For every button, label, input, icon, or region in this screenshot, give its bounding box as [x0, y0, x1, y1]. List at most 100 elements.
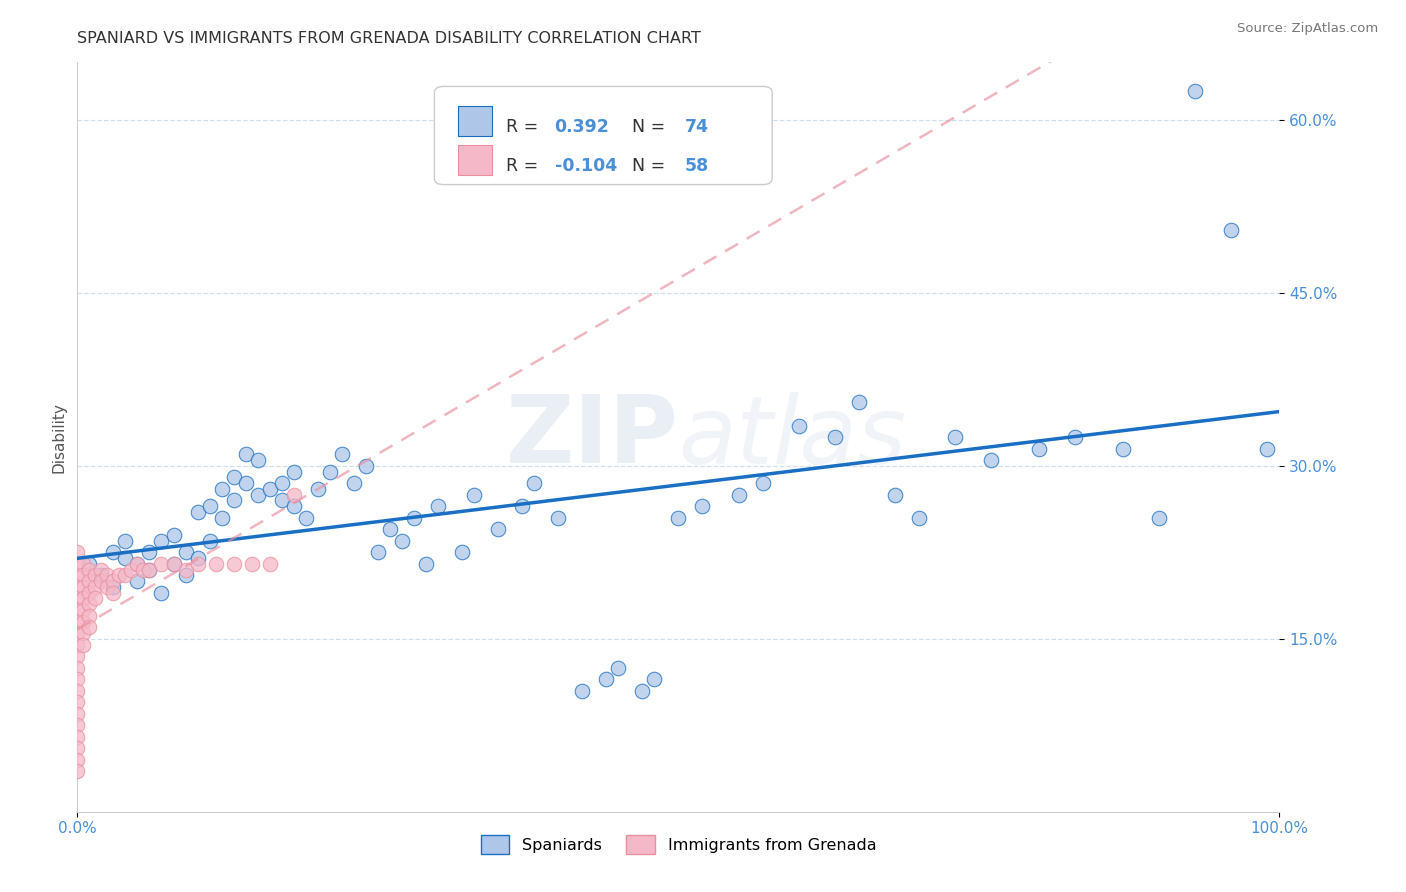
Point [72, 638, 94, 652]
Point [235, 447, 257, 461]
Point [787, 418, 810, 433]
Point [1220, 222, 1243, 236]
Point [222, 470, 245, 484]
Point [66, 683, 89, 698]
Point [66, 591, 89, 606]
Point [66, 753, 89, 767]
Point [174, 545, 197, 559]
Point [138, 563, 160, 577]
Point [486, 522, 509, 536]
Point [72, 591, 94, 606]
Point [84, 591, 107, 606]
FancyBboxPatch shape [434, 87, 772, 185]
Point [246, 488, 269, 502]
Point [378, 522, 401, 536]
Point [72, 626, 94, 640]
Point [66, 672, 89, 686]
Point [72, 603, 94, 617]
Point [174, 563, 197, 577]
Point [980, 453, 1002, 467]
Point [307, 482, 329, 496]
Point [79, 557, 101, 571]
Point [150, 557, 173, 571]
Point [427, 500, 450, 514]
Text: Source: ZipAtlas.com: Source: ZipAtlas.com [1237, 22, 1378, 36]
Point [246, 453, 269, 467]
Point [103, 545, 125, 559]
Text: -0.104: -0.104 [554, 157, 617, 175]
Point [79, 563, 101, 577]
Point [1149, 510, 1171, 524]
Point [114, 551, 136, 566]
Text: R =: R = [506, 157, 544, 175]
Point [114, 568, 136, 582]
Text: ZIP: ZIP [506, 391, 679, 483]
Point [222, 557, 245, 571]
Point [79, 574, 101, 589]
Point [84, 568, 107, 582]
Point [138, 563, 160, 577]
Point [79, 620, 101, 634]
Point [883, 488, 905, 502]
Point [114, 533, 136, 548]
Point [908, 510, 931, 524]
Point [595, 672, 617, 686]
Point [138, 545, 160, 559]
Point [66, 741, 89, 756]
Point [66, 660, 89, 674]
Point [127, 557, 149, 571]
Point [204, 557, 226, 571]
Point [186, 557, 209, 571]
FancyBboxPatch shape [458, 106, 492, 136]
Point [66, 545, 89, 559]
Point [103, 580, 125, 594]
Point [198, 500, 221, 514]
Point [186, 505, 209, 519]
Text: 58: 58 [685, 157, 709, 175]
Point [283, 465, 305, 479]
Point [668, 510, 690, 524]
Point [283, 488, 305, 502]
Point [354, 458, 377, 473]
Point [235, 476, 257, 491]
Point [1256, 442, 1278, 456]
Point [127, 557, 149, 571]
Point [294, 510, 316, 524]
Point [66, 557, 89, 571]
Point [631, 683, 654, 698]
Point [211, 482, 233, 496]
Point [848, 395, 870, 409]
Point [824, 430, 846, 444]
Point [66, 695, 89, 709]
Point [330, 447, 353, 461]
Point [643, 672, 665, 686]
Text: 0.392: 0.392 [554, 118, 609, 136]
Point [90, 574, 112, 589]
Point [1064, 430, 1087, 444]
Point [510, 500, 533, 514]
Point [943, 430, 966, 444]
Point [66, 568, 89, 582]
Point [103, 574, 125, 589]
Point [162, 528, 184, 542]
Point [66, 764, 89, 779]
Point [90, 563, 112, 577]
Point [120, 563, 142, 577]
Point [1028, 442, 1050, 456]
Point [367, 545, 389, 559]
Point [727, 488, 749, 502]
Point [547, 510, 569, 524]
Point [162, 557, 184, 571]
Point [96, 568, 118, 582]
Point [72, 557, 94, 571]
Point [66, 718, 89, 732]
Point [463, 488, 485, 502]
Text: N =: N = [620, 118, 671, 136]
Point [240, 557, 263, 571]
Point [259, 482, 281, 496]
Point [415, 557, 437, 571]
Point [79, 585, 101, 599]
Y-axis label: Disability: Disability [51, 401, 66, 473]
Text: atlas: atlas [679, 392, 907, 483]
Point [150, 585, 173, 599]
